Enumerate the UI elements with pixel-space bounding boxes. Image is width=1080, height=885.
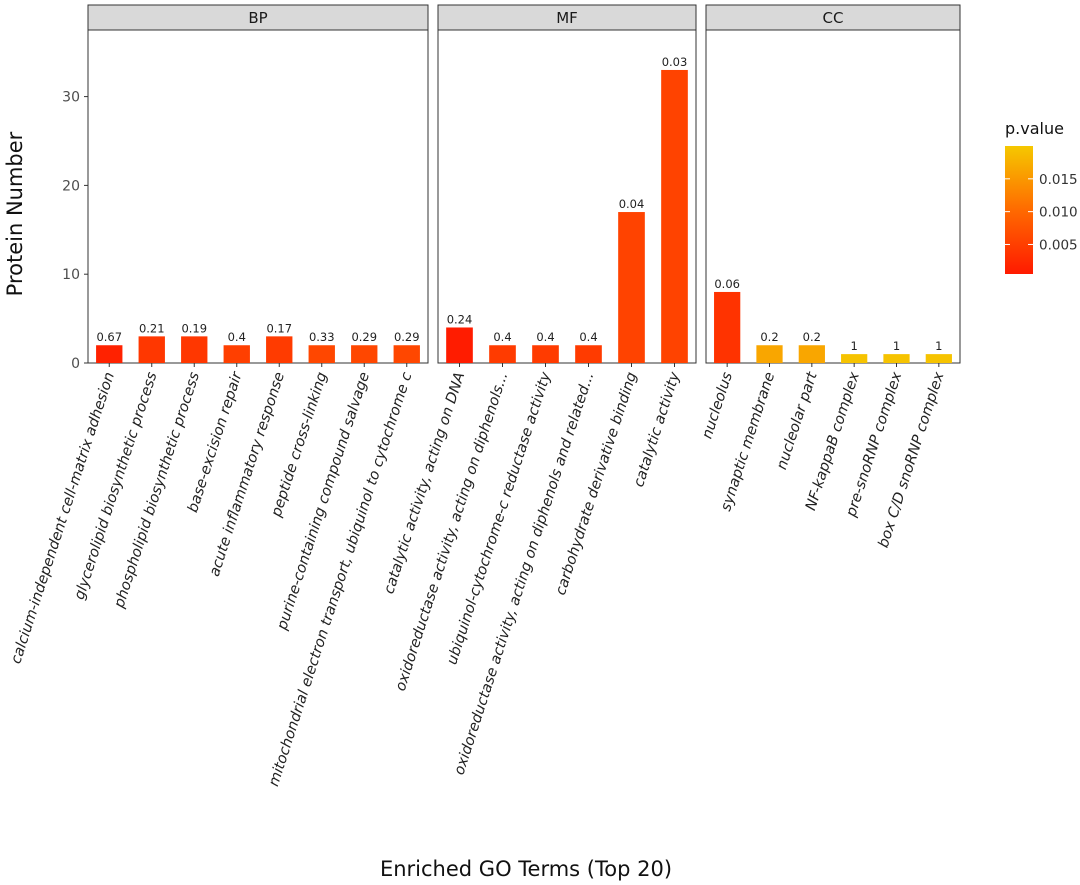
y-axis: 0 10 20 30 bbox=[62, 90, 88, 372]
bar-label: 0.2 bbox=[760, 330, 778, 344]
legend-tick-label: 0.005 bbox=[1039, 237, 1078, 253]
bar-label: 0.03 bbox=[662, 55, 688, 69]
bar-label: 0.4 bbox=[228, 330, 246, 344]
bar bbox=[925, 354, 952, 363]
x-axis-title: Enriched GO Terms (Top 20) bbox=[380, 857, 672, 881]
bar-label: 0.2 bbox=[803, 330, 821, 344]
bar bbox=[308, 345, 335, 363]
bar bbox=[96, 345, 123, 363]
bar bbox=[138, 336, 165, 363]
legend-title: p.value bbox=[1005, 119, 1064, 138]
bar-label: 0.29 bbox=[394, 330, 420, 344]
bar bbox=[181, 336, 208, 363]
x-tick-label: glycerolipid biosynthetic process bbox=[72, 370, 161, 602]
bar bbox=[883, 354, 910, 363]
facet-strip bbox=[87, 4, 429, 31]
bar bbox=[756, 345, 783, 363]
bar-label: 0.21 bbox=[139, 321, 165, 335]
x-tick-label: carbohydrate derivative binding bbox=[553, 370, 640, 597]
bar-label: 1 bbox=[893, 339, 900, 353]
x-tick-label: nucleolus bbox=[699, 370, 736, 441]
bar bbox=[618, 212, 645, 363]
facet-panel-border bbox=[87, 29, 429, 364]
bar bbox=[223, 345, 250, 363]
facet-strip bbox=[437, 4, 697, 31]
facet-strip-label: CC bbox=[823, 9, 844, 27]
bar-label: 0.4 bbox=[493, 330, 511, 344]
bar bbox=[714, 291, 741, 363]
bar bbox=[575, 345, 602, 363]
bar bbox=[446, 327, 473, 363]
p-value-legend: p.value 0.005 0.010 0.015 bbox=[1005, 119, 1078, 274]
x-tick-label: nucleolar part bbox=[774, 369, 821, 472]
bar bbox=[393, 345, 420, 363]
bar bbox=[532, 345, 559, 363]
x-tick-label: phospholipid biosynthetic process bbox=[111, 370, 203, 611]
bar-label: 0.17 bbox=[266, 321, 292, 335]
x-tick-label: acute inflammatory response bbox=[207, 370, 288, 578]
bar-label: 0.29 bbox=[351, 330, 377, 344]
bar-label: 1 bbox=[935, 339, 942, 353]
bar bbox=[266, 336, 293, 363]
y-tick-label: 0 bbox=[71, 356, 80, 372]
facet-strip-label: BP bbox=[248, 9, 267, 27]
bar-label: 0.19 bbox=[181, 321, 207, 335]
x-tick-label: catalytic activity bbox=[631, 370, 683, 489]
bar bbox=[841, 354, 868, 363]
facet-strip-label: MF bbox=[556, 9, 578, 27]
bar-label: 0.4 bbox=[536, 330, 554, 344]
bar bbox=[661, 69, 688, 364]
y-tick-label: 20 bbox=[62, 178, 80, 194]
legend-tick-label: 0.010 bbox=[1039, 205, 1078, 221]
bar-label: 0.24 bbox=[447, 312, 473, 326]
y-axis-title: Protein Number bbox=[3, 131, 27, 296]
bar-label: 1 bbox=[851, 339, 858, 353]
bar bbox=[489, 345, 516, 363]
facet-panel-border bbox=[705, 29, 961, 364]
y-tick-label: 10 bbox=[62, 267, 80, 283]
legend-colorbar bbox=[1005, 146, 1033, 274]
bar bbox=[798, 345, 825, 363]
y-tick-label: 30 bbox=[62, 90, 80, 106]
legend-tick-label: 0.015 bbox=[1039, 172, 1078, 188]
bar-label: 0.4 bbox=[579, 330, 597, 344]
facet-panel-border bbox=[437, 29, 697, 364]
bar-label: 0.04 bbox=[619, 197, 645, 211]
bar-label: 0.33 bbox=[309, 330, 335, 344]
bar bbox=[351, 345, 378, 363]
bar-label: 0.06 bbox=[714, 277, 740, 291]
facet-strip bbox=[705, 4, 961, 31]
bar-label: 0.67 bbox=[96, 330, 122, 344]
